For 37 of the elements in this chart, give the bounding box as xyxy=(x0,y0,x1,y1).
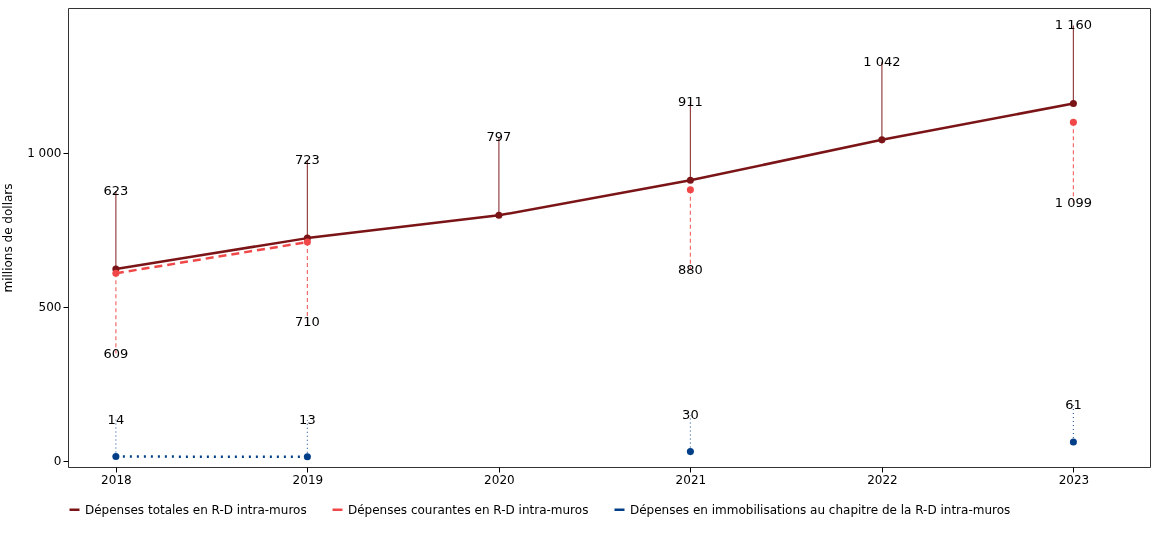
x-tick-label: 2019 xyxy=(292,472,324,487)
point xyxy=(686,176,694,184)
point xyxy=(1069,99,1077,108)
point xyxy=(303,238,311,246)
legend-label: Dépenses totales en R-D intra-muros xyxy=(85,502,307,517)
x-tick-label: 2020 xyxy=(484,472,515,487)
data-label: 13 xyxy=(299,412,316,428)
point xyxy=(1069,118,1077,126)
x-tick-label: 2023 xyxy=(1058,472,1090,487)
x-tick-label: 2018 xyxy=(101,472,132,487)
point xyxy=(303,453,311,461)
y-tick-label: 0 xyxy=(53,454,62,469)
data-label: 1 099 xyxy=(1054,194,1093,210)
point xyxy=(1069,438,1077,446)
data-label: 911 xyxy=(677,94,703,110)
y-tick-label: 500 xyxy=(38,300,62,315)
y-axis-title: millions de dollars xyxy=(1,183,16,293)
y-tick-label: 1 000 xyxy=(27,146,62,161)
data-label: 61 xyxy=(1065,397,1082,413)
data-label: 880 xyxy=(677,262,703,278)
data-label: 723 xyxy=(294,152,320,168)
point xyxy=(686,448,694,456)
x-tick-label: 2021 xyxy=(675,472,707,487)
data-label: 1 042 xyxy=(863,53,901,69)
data-label: 623 xyxy=(103,182,129,198)
point xyxy=(495,211,503,219)
data-label: 710 xyxy=(294,314,320,330)
legend-label: Dépenses en immobilisations au chapitre de la R-D intra-muros xyxy=(630,502,1011,517)
data-label: 797 xyxy=(486,129,512,145)
x-tick-label: 2022 xyxy=(867,472,898,487)
data-label: 1 160 xyxy=(1054,17,1093,33)
data-label: 609 xyxy=(103,345,129,361)
data-label: 14 xyxy=(107,411,125,427)
point xyxy=(686,186,694,194)
legend-label: Dépenses courantes en R-D intra-muros xyxy=(348,502,589,517)
point xyxy=(112,453,120,461)
data-label: 30 xyxy=(682,406,699,422)
